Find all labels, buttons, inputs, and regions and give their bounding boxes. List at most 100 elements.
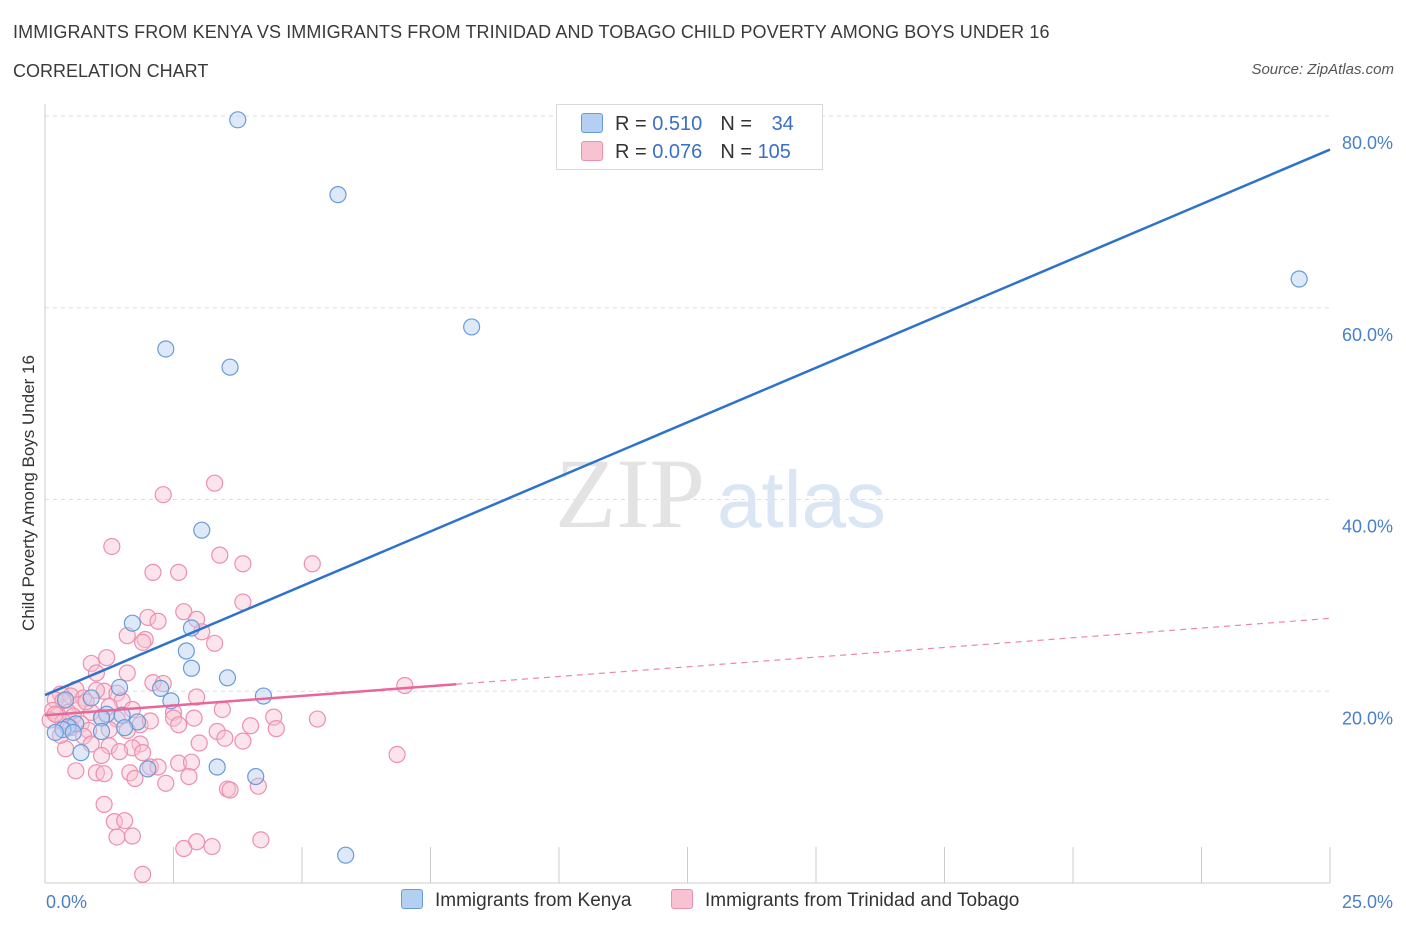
kenya-point-17 bbox=[56, 691, 75, 709]
tt-point-17 bbox=[206, 634, 224, 652]
tt-point-0 bbox=[206, 474, 224, 492]
tt-point-10 bbox=[139, 608, 157, 627]
kenya-n-label: N = bbox=[720, 113, 758, 135]
kenya-point-31 bbox=[208, 758, 226, 776]
tt-point-84 bbox=[221, 781, 239, 799]
trend-lines bbox=[44, 148, 1331, 717]
kenya-point-4 bbox=[157, 340, 175, 358]
correlation-legend: R = 0.510 N = 34 R = 0.076 N = 105 bbox=[556, 104, 823, 170]
tt-point-16 bbox=[134, 633, 152, 651]
tt-r-value: 0.076 bbox=[652, 141, 703, 163]
legend-tt-label: Immigrants from Trinidad and Tobago bbox=[705, 890, 1020, 911]
legend-tt-swatch bbox=[671, 889, 693, 909]
kenya-point-0 bbox=[229, 111, 247, 129]
kenya-point-16 bbox=[82, 689, 100, 707]
tt-point-94 bbox=[134, 865, 152, 883]
tt-point-104 bbox=[149, 758, 167, 776]
kenya-point-1 bbox=[329, 186, 347, 204]
kenya-swatch bbox=[581, 113, 603, 133]
tt-trend-line-solid bbox=[44, 682, 457, 717]
legend-kenya-swatch bbox=[401, 889, 423, 909]
tt-point-62 bbox=[234, 732, 252, 750]
tt-point-11 bbox=[149, 612, 167, 630]
kenya-point-29 bbox=[72, 744, 90, 762]
tt-point-19 bbox=[82, 654, 100, 673]
axes bbox=[44, 104, 1331, 884]
legend-item-tt[interactable]: Immigrants from Trinidad and Tobago bbox=[671, 889, 1019, 912]
tt-point-69 bbox=[134, 744, 152, 762]
tt-point-68 bbox=[110, 743, 129, 761]
tt-point-103 bbox=[190, 734, 208, 752]
tt-point-85 bbox=[95, 795, 113, 813]
tt-point-87 bbox=[116, 812, 134, 830]
tt-point-46 bbox=[185, 709, 203, 727]
tt-point-55 bbox=[267, 720, 285, 738]
chart-subtitle: CORRELATION CHART bbox=[13, 61, 209, 81]
kenya-point-9 bbox=[177, 642, 195, 660]
tt-point-18 bbox=[98, 649, 116, 667]
legend-kenya-label: Immigrants from Kenya bbox=[435, 890, 632, 911]
watermark-zip: ZIP bbox=[555, 438, 705, 549]
legend-row-kenya: R = 0.510 N = 34 bbox=[581, 113, 794, 137]
y-axis-label: Child Poverty Among Boys Under 16 bbox=[19, 355, 38, 631]
tt-point-4 bbox=[234, 555, 252, 573]
tt-r-label: R = bbox=[615, 141, 653, 163]
tt-point-7 bbox=[170, 563, 188, 581]
tt-n-value: 105 bbox=[757, 141, 791, 163]
tt-point-54 bbox=[242, 717, 260, 735]
tt-point-70 bbox=[388, 745, 406, 764]
tt-point-81 bbox=[157, 774, 175, 792]
tt-point-80 bbox=[126, 769, 144, 788]
tt-point-53 bbox=[170, 716, 188, 734]
tt-point-77 bbox=[95, 765, 113, 783]
kenya-point-32 bbox=[247, 767, 265, 786]
tt-point-61 bbox=[216, 729, 234, 747]
tt-point-2 bbox=[103, 537, 121, 556]
x-tick-label-0: 0.0% bbox=[46, 892, 87, 912]
tt-point-98 bbox=[141, 712, 159, 730]
tt-point-9 bbox=[175, 603, 193, 621]
legend-item-kenya[interactable]: Immigrants from Kenya bbox=[401, 889, 631, 912]
tt-point-95 bbox=[154, 674, 172, 693]
kenya-point-13 bbox=[152, 679, 170, 697]
watermark-atlas: atlas bbox=[717, 455, 886, 544]
tt-point-15 bbox=[136, 630, 154, 649]
tt-point-74 bbox=[182, 753, 201, 771]
tt-point-6 bbox=[144, 563, 162, 581]
kenya-point-11 bbox=[218, 669, 237, 687]
x-tick-label-25: 25.0% bbox=[1342, 892, 1393, 912]
kenya-n-value: 34 bbox=[771, 113, 794, 135]
series-legend: Immigrants from Kenya Immigrants from Tr… bbox=[0, 889, 1406, 915]
y-tick-label-60: 60.0% bbox=[1342, 325, 1393, 345]
tt-point-36 bbox=[213, 700, 231, 719]
tt-point-92 bbox=[175, 839, 193, 858]
tt-n-label: N = bbox=[720, 141, 758, 163]
tt-point-79 bbox=[180, 767, 198, 786]
kenya-point-6 bbox=[193, 521, 211, 539]
kenya-r-label: R = bbox=[615, 113, 653, 135]
kenya-point-15 bbox=[254, 687, 273, 705]
kenya-point-12 bbox=[110, 678, 129, 697]
tt-point-90 bbox=[252, 831, 270, 849]
tt-point-71 bbox=[92, 746, 111, 765]
y-tick-label-20: 20.0% bbox=[1342, 708, 1393, 728]
kenya-point-7 bbox=[123, 614, 141, 632]
tt-point-88 bbox=[108, 828, 126, 846]
kenya-point-30 bbox=[139, 760, 157, 778]
tt-point-48 bbox=[308, 710, 327, 728]
kenya-point-10 bbox=[182, 659, 201, 677]
tt-point-89 bbox=[123, 827, 141, 845]
tt-swatch bbox=[581, 141, 603, 161]
tt-point-3 bbox=[211, 546, 229, 564]
tt-point-1 bbox=[154, 486, 172, 504]
kenya-r-value: 0.510 bbox=[652, 113, 703, 135]
kenya-point-27 bbox=[92, 722, 111, 741]
tt-point-5 bbox=[303, 555, 321, 573]
kenya-point-3 bbox=[1290, 270, 1308, 288]
tt-trend-line-dashed bbox=[456, 617, 1331, 685]
tt-point-66 bbox=[123, 739, 141, 757]
y-tick-label-80: 80.0% bbox=[1342, 133, 1393, 153]
tt-point-75 bbox=[67, 762, 85, 780]
kenya-points bbox=[46, 111, 1308, 864]
